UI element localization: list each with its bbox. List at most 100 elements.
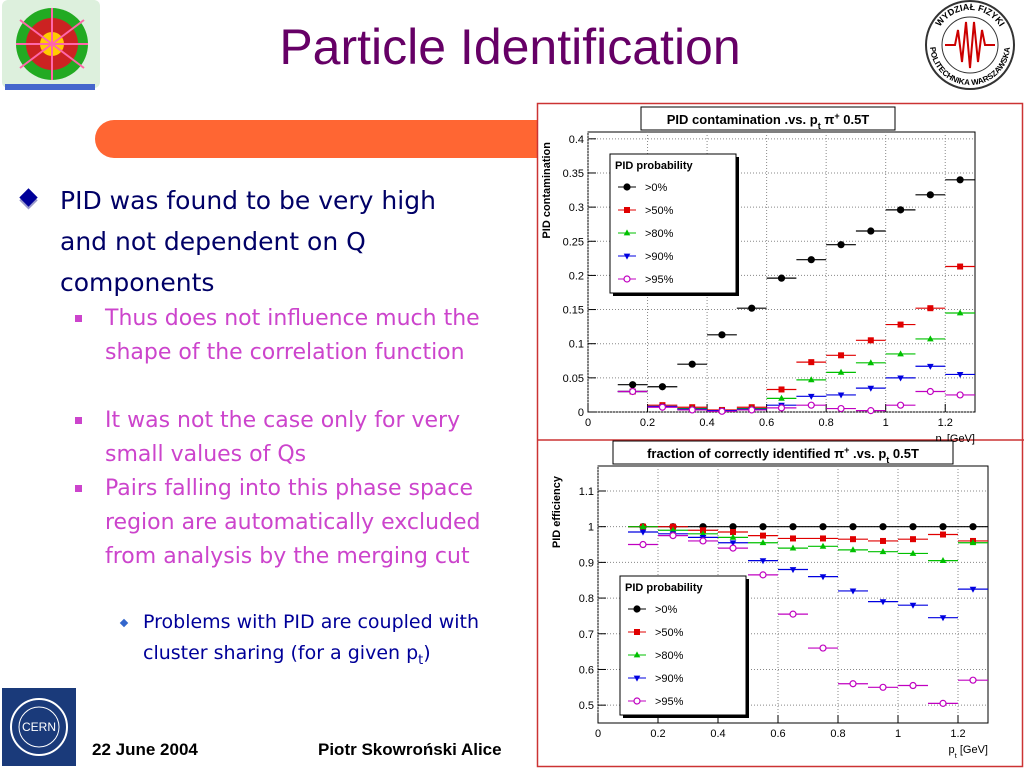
marker (807, 401, 815, 409)
marker (807, 376, 815, 383)
sub-bullet: Thus does not influence much the shape o… (75, 302, 495, 370)
cern-logo: CERN (2, 688, 76, 766)
marker (718, 407, 726, 415)
marker (699, 537, 707, 545)
marker (633, 651, 641, 658)
marker (940, 531, 946, 538)
text-part: p (949, 744, 955, 756)
chart-title: PID contamination .vs. pt π+ 0.5T (667, 111, 870, 131)
marker (969, 676, 977, 684)
y-axis-label: PID contamination (541, 142, 553, 239)
marker (879, 683, 887, 691)
marker (759, 539, 767, 546)
text: Problems with PID are coupled with clust… (143, 611, 480, 664)
marker (629, 381, 637, 389)
marker (778, 394, 785, 401)
text-part: PID contamination .vs. p (667, 112, 818, 127)
text-part: π (821, 112, 835, 127)
marker (956, 372, 964, 379)
x-tick-label: 0.8 (819, 417, 834, 429)
marker (777, 404, 786, 412)
marker (789, 610, 797, 618)
y-tick-label: 0.15 (563, 305, 584, 317)
marker (927, 335, 934, 342)
marker (634, 629, 640, 635)
marker (729, 544, 737, 552)
y-tick-label: 0.2 (569, 270, 584, 282)
marker (819, 644, 827, 652)
y-tick-label: 0.1 (569, 339, 584, 351)
y-tick-label: 0.4 (569, 134, 584, 146)
bullet: PID was found to be very high and not de… (60, 180, 490, 303)
legend-label: >90% (655, 673, 684, 685)
marker (849, 680, 857, 688)
title-box (612, 440, 954, 465)
x-tick-label: 0.4 (710, 728, 725, 740)
sub-sub-bullet: Problems with PID are coupled with clust… (143, 607, 498, 676)
marker (837, 368, 845, 375)
marker (909, 602, 917, 609)
marker (896, 401, 905, 409)
marker (718, 331, 726, 339)
marker (867, 359, 875, 366)
marker (879, 548, 887, 555)
y-tick-label: 0.25 (563, 236, 584, 248)
marker (658, 383, 667, 391)
marker (729, 533, 737, 540)
marker (849, 546, 857, 553)
sub-bullet: It was not the case only for very small … (75, 404, 495, 472)
marker (957, 263, 964, 270)
marker (778, 386, 785, 393)
marker (639, 540, 647, 549)
marker (927, 363, 934, 370)
legend-box (619, 575, 747, 716)
footer-author: Piotr Skowroński Alice (318, 740, 502, 759)
marker (759, 571, 767, 579)
marker (850, 536, 856, 543)
marker (808, 359, 815, 366)
university-logo: WYDZIAŁ FIZYKI POLITECHNIKA WARSZAWSKA (925, 0, 1015, 90)
marker (867, 337, 874, 344)
sub-bullet: Pairs falling into this phase space regi… (75, 472, 495, 574)
legend-label: >95% (655, 696, 684, 708)
marker (909, 549, 917, 556)
marker (699, 530, 707, 537)
text-part: + (834, 111, 839, 121)
marker (926, 387, 934, 396)
marker (969, 586, 977, 593)
marker (819, 542, 827, 549)
marker (789, 567, 797, 574)
text-part: [GeV] (957, 744, 988, 756)
marker (927, 305, 934, 312)
legend-label: >95% (645, 274, 674, 286)
marker (729, 523, 737, 531)
marker (897, 321, 904, 328)
marker (748, 304, 756, 312)
legend-box (609, 153, 737, 294)
marker (939, 523, 947, 531)
legend-label: >0% (655, 604, 678, 616)
y-tick-label: 0.6 (579, 664, 594, 676)
y-axis-label: PID efficiency (551, 475, 563, 548)
logo-text: CERN (22, 720, 56, 734)
marker (819, 574, 827, 581)
x-tick-label: 0.2 (650, 728, 665, 740)
marker (789, 523, 797, 531)
marker (790, 535, 796, 542)
marker (748, 406, 756, 414)
marker (639, 529, 647, 536)
y-tick-label: 0.3 (569, 202, 584, 214)
text-part: 0.5T (889, 446, 919, 461)
y-tick-label: 0 (578, 407, 584, 419)
legend-label: >80% (645, 228, 674, 240)
marker (849, 523, 857, 531)
marker (819, 523, 827, 531)
x-tick-label: 1 (883, 417, 889, 429)
text-part: t (818, 121, 821, 131)
x-axis-label: pt [GeV] (949, 744, 988, 760)
marker (760, 532, 766, 539)
x-tick-label: 0.4 (699, 417, 714, 429)
marker (629, 387, 637, 396)
marker (759, 558, 767, 565)
